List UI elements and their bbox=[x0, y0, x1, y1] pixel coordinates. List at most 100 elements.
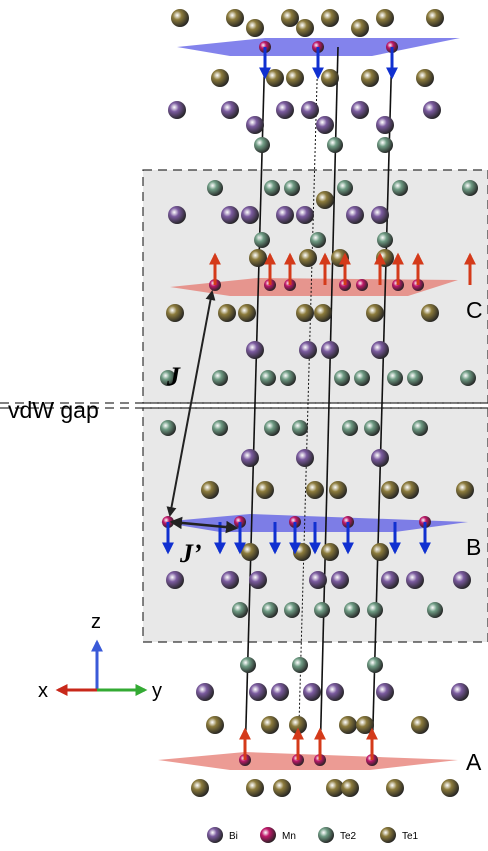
atom bbox=[246, 341, 264, 359]
atom bbox=[376, 116, 394, 134]
atom bbox=[280, 370, 296, 386]
atom bbox=[241, 449, 259, 467]
axis-label: y bbox=[152, 680, 162, 702]
atom bbox=[344, 602, 360, 618]
atom bbox=[238, 304, 256, 322]
atom bbox=[303, 683, 321, 701]
atom bbox=[249, 571, 267, 589]
atom bbox=[296, 19, 314, 37]
atom bbox=[321, 341, 339, 359]
atom bbox=[241, 206, 259, 224]
atom bbox=[316, 116, 334, 134]
atom bbox=[371, 449, 389, 467]
atom bbox=[456, 481, 474, 499]
atom bbox=[240, 657, 256, 673]
legend-swatch bbox=[318, 827, 334, 843]
atom bbox=[377, 232, 393, 248]
atom bbox=[246, 19, 264, 37]
atom bbox=[366, 304, 384, 322]
atom bbox=[221, 206, 239, 224]
atom bbox=[356, 279, 368, 291]
atom bbox=[207, 180, 223, 196]
atom bbox=[453, 571, 471, 589]
atom bbox=[339, 716, 357, 734]
layer-label: A bbox=[466, 749, 482, 775]
atom bbox=[342, 420, 358, 436]
atom bbox=[321, 543, 339, 561]
atom bbox=[249, 249, 267, 267]
atom bbox=[226, 9, 244, 27]
atom bbox=[160, 420, 176, 436]
atom bbox=[276, 206, 294, 224]
atom bbox=[296, 304, 314, 322]
atom bbox=[367, 657, 383, 673]
legend-label: Bi bbox=[229, 831, 238, 842]
atom bbox=[273, 779, 291, 797]
atom bbox=[462, 180, 478, 196]
atom bbox=[221, 101, 239, 119]
atom bbox=[171, 9, 189, 27]
plane-a bbox=[158, 752, 458, 770]
atom bbox=[327, 137, 343, 153]
atom bbox=[426, 9, 444, 27]
atom bbox=[246, 116, 264, 134]
atom bbox=[364, 420, 380, 436]
vdw-gap-label: vdW gap bbox=[8, 397, 99, 423]
atom bbox=[421, 304, 439, 322]
atom bbox=[232, 602, 248, 618]
atom bbox=[416, 69, 434, 87]
atom bbox=[266, 69, 284, 87]
atom bbox=[377, 137, 393, 153]
atom bbox=[392, 180, 408, 196]
atom bbox=[261, 716, 279, 734]
atom bbox=[316, 191, 334, 209]
atom bbox=[314, 602, 330, 618]
atom bbox=[314, 304, 332, 322]
atom bbox=[286, 69, 304, 87]
atom bbox=[451, 683, 469, 701]
atom bbox=[306, 481, 324, 499]
atom bbox=[212, 420, 228, 436]
atom bbox=[292, 657, 308, 673]
atom bbox=[218, 304, 236, 322]
atom bbox=[423, 101, 441, 119]
atom bbox=[296, 449, 314, 467]
atom bbox=[260, 370, 276, 386]
atom bbox=[249, 683, 267, 701]
atom bbox=[301, 101, 319, 119]
atom bbox=[196, 683, 214, 701]
j-label: J bbox=[166, 362, 181, 391]
atom bbox=[412, 420, 428, 436]
atom bbox=[256, 481, 274, 499]
atom bbox=[326, 683, 344, 701]
atom bbox=[281, 9, 299, 27]
atom bbox=[264, 180, 280, 196]
atom bbox=[361, 69, 379, 87]
atom bbox=[309, 571, 327, 589]
atom bbox=[284, 602, 300, 618]
atom bbox=[411, 716, 429, 734]
atom bbox=[254, 137, 270, 153]
atom bbox=[262, 602, 278, 618]
atom bbox=[346, 206, 364, 224]
layer-label: B bbox=[466, 534, 481, 560]
atom bbox=[371, 206, 389, 224]
atom bbox=[441, 779, 459, 797]
legend-swatch bbox=[207, 827, 223, 843]
atom bbox=[354, 370, 370, 386]
atom bbox=[321, 9, 339, 27]
atom bbox=[371, 543, 389, 561]
legend-label: Mn bbox=[282, 831, 296, 842]
layer-label: C bbox=[466, 297, 483, 323]
atom bbox=[191, 779, 209, 797]
atom bbox=[367, 602, 383, 618]
atom bbox=[387, 370, 403, 386]
atom bbox=[337, 180, 353, 196]
atom bbox=[246, 779, 264, 797]
atom bbox=[299, 341, 317, 359]
atom bbox=[407, 370, 423, 386]
atom bbox=[284, 180, 300, 196]
atom bbox=[201, 481, 219, 499]
legend-swatch bbox=[260, 827, 276, 843]
axis-label: x bbox=[38, 680, 48, 702]
